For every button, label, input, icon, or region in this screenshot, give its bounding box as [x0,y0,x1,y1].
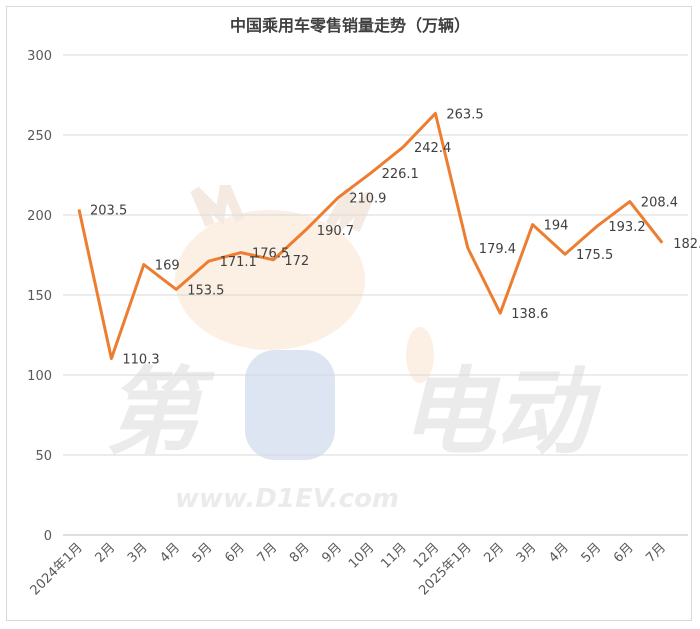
y-axis-ticks: 0 50 100 150 200 250 300 [27,49,52,544]
x-tick-label: 9月 [319,540,345,566]
data-label: 169 [155,259,180,274]
data-label: 175.5 [576,248,613,263]
y-tick-label: 0 [44,529,52,544]
data-label: 208.4 [641,196,678,211]
y-tick-label: 150 [27,289,52,304]
data-label: 182.6 [673,237,700,252]
data-label: 176.5 [252,247,289,262]
x-tick-label: 2月 [93,540,119,566]
data-label: 179.4 [479,242,516,257]
data-label: 153.5 [187,283,224,298]
y-tick-label: 250 [27,129,52,144]
x-tick-label: 2024年1月 [28,540,86,598]
mascot-body-icon [245,350,335,460]
series-line [77,111,664,360]
data-label: 172 [284,254,309,269]
x-tick-label: 11月 [378,540,409,571]
data-label: 263.5 [446,107,483,122]
x-tick-label: 8月 [287,540,313,566]
watermark-right-text: 电动 [400,358,602,468]
x-tick-label: 7月 [255,540,281,566]
chart-title: 中国乘用车零售销量走势（万辆） [229,16,470,35]
chart-frame [6,6,692,621]
data-label: 190.7 [317,224,354,239]
antler-right-icon [325,187,375,235]
y-tick-label: 200 [27,209,52,224]
y-tick-label: 100 [27,369,52,384]
data-label: 138.6 [511,307,548,322]
x-tick-label: 5月 [190,540,216,566]
watermark-url: www.D1EV.com [175,484,399,514]
data-label: 210.9 [349,192,386,207]
data-label: 203.5 [90,203,127,218]
x-tick-label: 3月 [514,540,540,566]
data-label: 193.2 [608,220,645,235]
x-tick-label: 10月 [346,540,377,571]
data-label: 110.3 [122,353,159,368]
x-tick-label: 7月 [643,540,669,566]
data-label: 194 [544,219,569,234]
gridlines [63,54,688,536]
x-tick-label: 4月 [546,540,572,566]
x-tick-label: 5月 [579,540,605,566]
x-tick-label: 3月 [125,540,151,566]
x-tick-label: 2月 [481,540,507,566]
x-tick-label: 4月 [157,540,183,566]
x-tick-label: 6月 [611,540,637,566]
data-label: 242.4 [414,141,451,156]
mascot-head-icon [175,210,365,350]
watermark-left-text: 第 [105,358,215,468]
y-tick-label: 300 [27,49,52,64]
data-label: 171.1 [220,255,257,270]
y-tick-label: 50 [35,449,52,464]
x-tick-label: 6月 [222,540,248,566]
data-label: 226.1 [382,167,419,182]
thumb-icon [406,327,434,383]
